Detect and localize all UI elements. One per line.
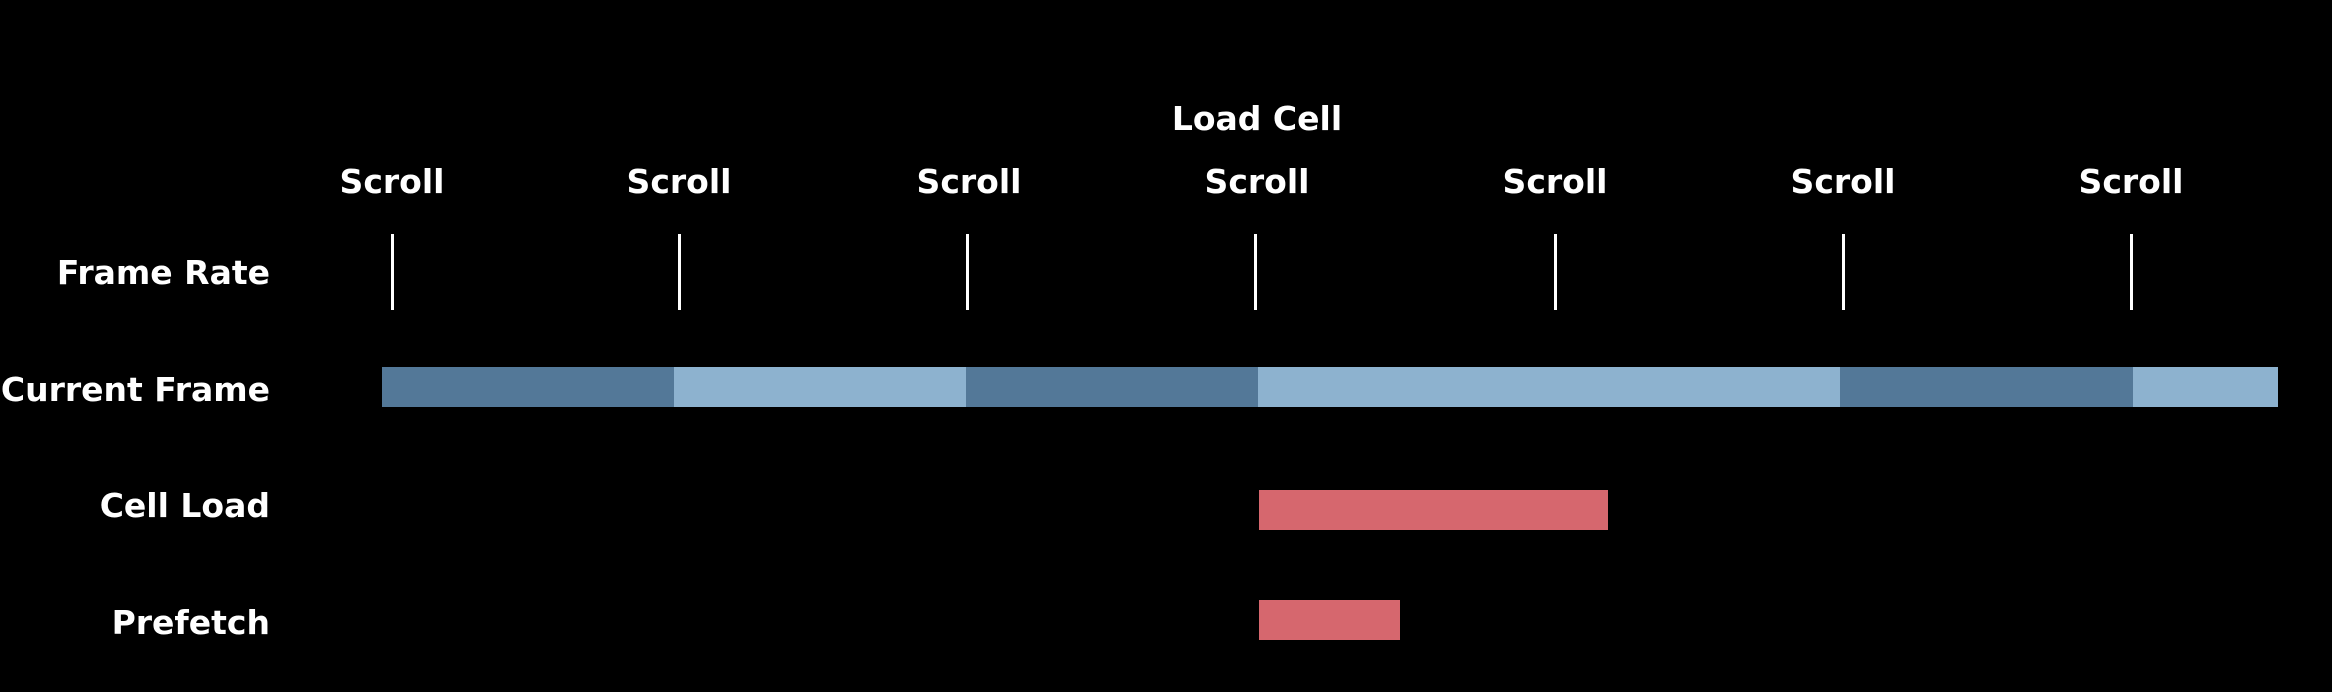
cell-load-bar <box>1259 490 1608 530</box>
frame-tick <box>2130 234 2133 310</box>
current-frame-segment <box>966 367 1258 407</box>
scroll-label: Scroll <box>1502 162 1608 201</box>
frame-tick <box>1842 234 1845 310</box>
prefetch-bar <box>1259 600 1400 640</box>
prefetch-label: Prefetch <box>111 603 270 642</box>
current-frame-segment <box>2133 367 2278 407</box>
frame-rate-label: Frame Rate <box>56 253 270 292</box>
current-frame-segment <box>1258 367 1840 407</box>
cell-load-label: Cell Load <box>99 486 270 525</box>
current-frame-segment <box>382 367 674 407</box>
scroll-label: Scroll <box>1204 162 1310 201</box>
frame-tick <box>391 234 394 310</box>
frame-tick <box>678 234 681 310</box>
current-frame-label: Current Frame <box>0 370 270 409</box>
frame-tick <box>1254 234 1257 310</box>
scroll-label: Scroll <box>1790 162 1896 201</box>
load-cell-label: Load Cell <box>1171 99 1343 138</box>
frame-tick <box>1554 234 1557 310</box>
scroll-label: Scroll <box>916 162 1022 201</box>
scroll-label: Scroll <box>626 162 732 201</box>
current-frame-segment <box>674 367 966 407</box>
current-frame-segment <box>1840 367 2133 407</box>
scroll-label: Scroll <box>2078 162 2184 201</box>
scroll-label: Scroll <box>339 162 445 201</box>
frame-tick <box>966 234 969 310</box>
